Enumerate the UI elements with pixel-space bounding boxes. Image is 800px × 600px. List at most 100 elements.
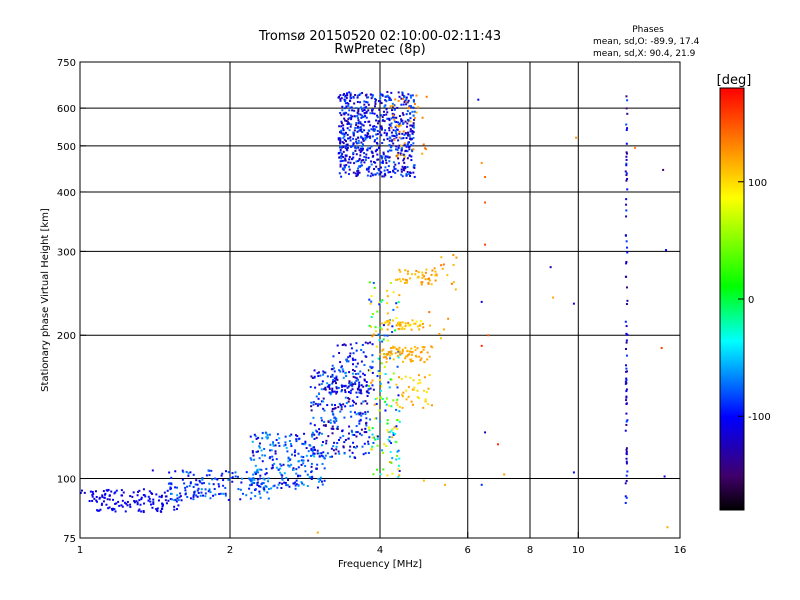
data-point	[114, 491, 117, 494]
data-point	[626, 177, 629, 180]
data-point	[411, 148, 414, 151]
data-point	[333, 416, 336, 419]
data-point	[192, 485, 195, 488]
data-point	[147, 495, 150, 498]
data-point	[347, 104, 350, 107]
data-point	[251, 450, 254, 453]
data-point	[409, 376, 412, 379]
data-point	[356, 445, 359, 448]
data-point	[402, 103, 405, 106]
data-point	[419, 359, 422, 362]
data-point	[396, 428, 399, 431]
data-point	[287, 479, 290, 482]
data-point	[403, 161, 406, 164]
data-point	[265, 467, 268, 470]
data-point	[368, 120, 371, 123]
data-point	[434, 274, 437, 277]
data-point	[95, 499, 98, 502]
data-point	[353, 109, 356, 112]
data-point	[625, 450, 628, 453]
data-point	[345, 140, 348, 143]
data-point	[360, 360, 363, 363]
data-point	[403, 142, 406, 145]
data-point	[385, 134, 388, 137]
data-point	[303, 443, 306, 446]
data-point	[358, 126, 361, 129]
data-point	[395, 136, 398, 139]
data-point	[341, 429, 344, 432]
data-point	[411, 125, 414, 128]
data-point	[407, 93, 410, 96]
data-point	[370, 381, 373, 384]
data-point	[480, 483, 483, 486]
data-point	[381, 116, 384, 119]
data-point	[281, 478, 284, 481]
data-point	[400, 120, 403, 123]
data-point	[349, 114, 352, 117]
data-point	[340, 120, 343, 123]
data-point	[368, 369, 371, 372]
data-point	[270, 467, 273, 470]
data-point	[385, 357, 388, 360]
data-point	[399, 325, 402, 328]
colorbar-tick-label: -100	[748, 412, 771, 423]
data-point	[353, 411, 356, 414]
data-point	[267, 477, 270, 480]
data-point	[331, 364, 334, 367]
data-point	[118, 504, 121, 507]
data-point	[424, 278, 427, 281]
data-point	[376, 310, 379, 313]
data-point	[276, 433, 279, 436]
data-point	[626, 246, 629, 249]
data-point	[371, 95, 374, 98]
data-point	[388, 440, 391, 443]
data-point	[357, 129, 360, 132]
data-point	[304, 465, 307, 468]
data-point	[331, 382, 334, 385]
data-point	[334, 380, 337, 383]
data-point	[324, 371, 327, 374]
data-point	[397, 91, 400, 94]
data-point	[424, 147, 427, 150]
x-tick-label: 8	[527, 545, 533, 556]
data-point	[385, 113, 388, 116]
data-point	[397, 356, 400, 359]
data-point	[371, 366, 374, 369]
data-point	[406, 165, 409, 168]
data-point	[389, 347, 392, 350]
data-point	[384, 104, 387, 107]
data-point	[363, 114, 366, 117]
data-point	[355, 153, 358, 156]
data-point	[316, 531, 319, 534]
data-point	[431, 346, 434, 349]
data-point	[378, 409, 381, 412]
data-point	[371, 371, 374, 374]
data-point	[375, 119, 378, 122]
data-point	[388, 127, 391, 130]
data-point	[355, 122, 358, 125]
data-point	[364, 94, 367, 97]
data-point	[388, 386, 391, 389]
data-point	[359, 370, 362, 373]
data-point	[376, 153, 379, 156]
data-point	[364, 427, 367, 430]
data-point	[388, 117, 391, 120]
data-point	[198, 479, 201, 482]
data-point	[368, 324, 371, 327]
data-point	[353, 129, 356, 132]
data-point	[408, 353, 411, 356]
data-point	[261, 431, 264, 434]
data-point	[344, 171, 347, 174]
data-point	[286, 484, 289, 487]
data-point	[625, 215, 628, 218]
data-point	[155, 493, 158, 496]
data-point	[376, 133, 379, 136]
data-point	[363, 106, 366, 109]
data-point	[396, 148, 399, 151]
data-point	[353, 162, 356, 165]
data-point	[342, 403, 345, 406]
data-point	[142, 511, 145, 514]
data-point	[239, 498, 242, 501]
data-point	[408, 173, 411, 176]
data-point	[439, 337, 442, 340]
